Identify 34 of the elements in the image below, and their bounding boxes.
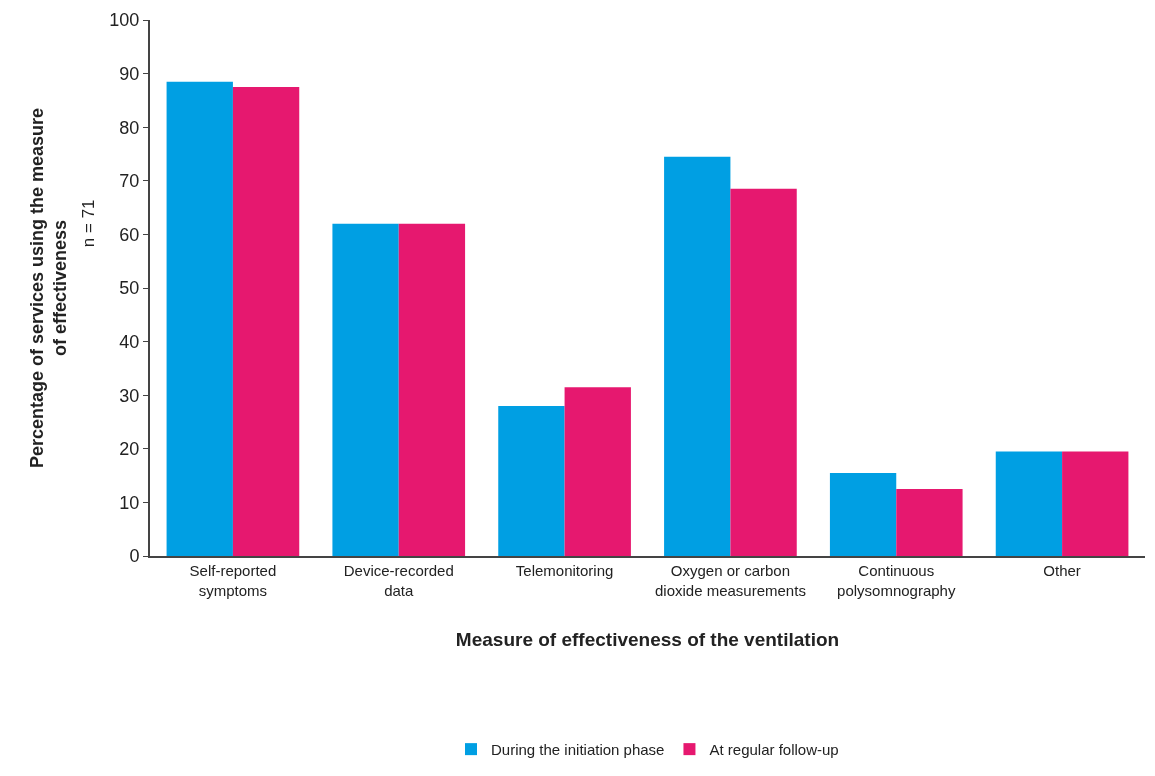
bar bbox=[664, 156, 731, 556]
bar bbox=[232, 87, 300, 556]
y-tick-label: 0 bbox=[129, 546, 140, 567]
bar bbox=[995, 451, 1063, 556]
bar bbox=[166, 81, 233, 556]
y-tick-label: 60 bbox=[119, 224, 140, 245]
legend-label: During the initiation phase bbox=[491, 740, 665, 758]
text: n = 71 bbox=[78, 199, 98, 248]
legend-label: At regular follow-up bbox=[709, 740, 839, 758]
bar bbox=[730, 188, 797, 556]
bar bbox=[332, 223, 399, 556]
bar bbox=[398, 223, 466, 556]
bar bbox=[1062, 451, 1129, 556]
y-tick-label: 40 bbox=[119, 331, 140, 352]
y-tick-label: 90 bbox=[119, 63, 140, 84]
x-tick-label: Device-recorded data bbox=[343, 562, 454, 599]
bar bbox=[896, 489, 963, 556]
bar bbox=[498, 405, 565, 556]
x-tick-label: Telemonitoring bbox=[515, 562, 614, 579]
y-tick-label: 10 bbox=[119, 492, 140, 513]
y-tick-label: 70 bbox=[119, 171, 140, 192]
y-tick-label: 30 bbox=[119, 385, 140, 406]
x-axis-title: Measure of effectiveness of the ventilation bbox=[455, 628, 840, 650]
y-axis-title: Percentage of services using the measure of effectiveness bbox=[26, 107, 71, 469]
y-tick-label: 100 bbox=[109, 10, 140, 31]
x-tick-label: Other bbox=[1043, 562, 1081, 579]
y-tick-label: 20 bbox=[119, 439, 140, 460]
x-tick-label: Continuous polysomnography bbox=[837, 562, 956, 599]
y-tick-label: 80 bbox=[119, 117, 140, 138]
bar bbox=[564, 387, 631, 556]
bar bbox=[829, 472, 897, 556]
y-tick-label: 50 bbox=[119, 278, 140, 299]
x-tick-label: Self-reported symptoms bbox=[189, 562, 277, 599]
x-tick-label: Oxygen or carbon dioxide measurements bbox=[654, 562, 806, 599]
